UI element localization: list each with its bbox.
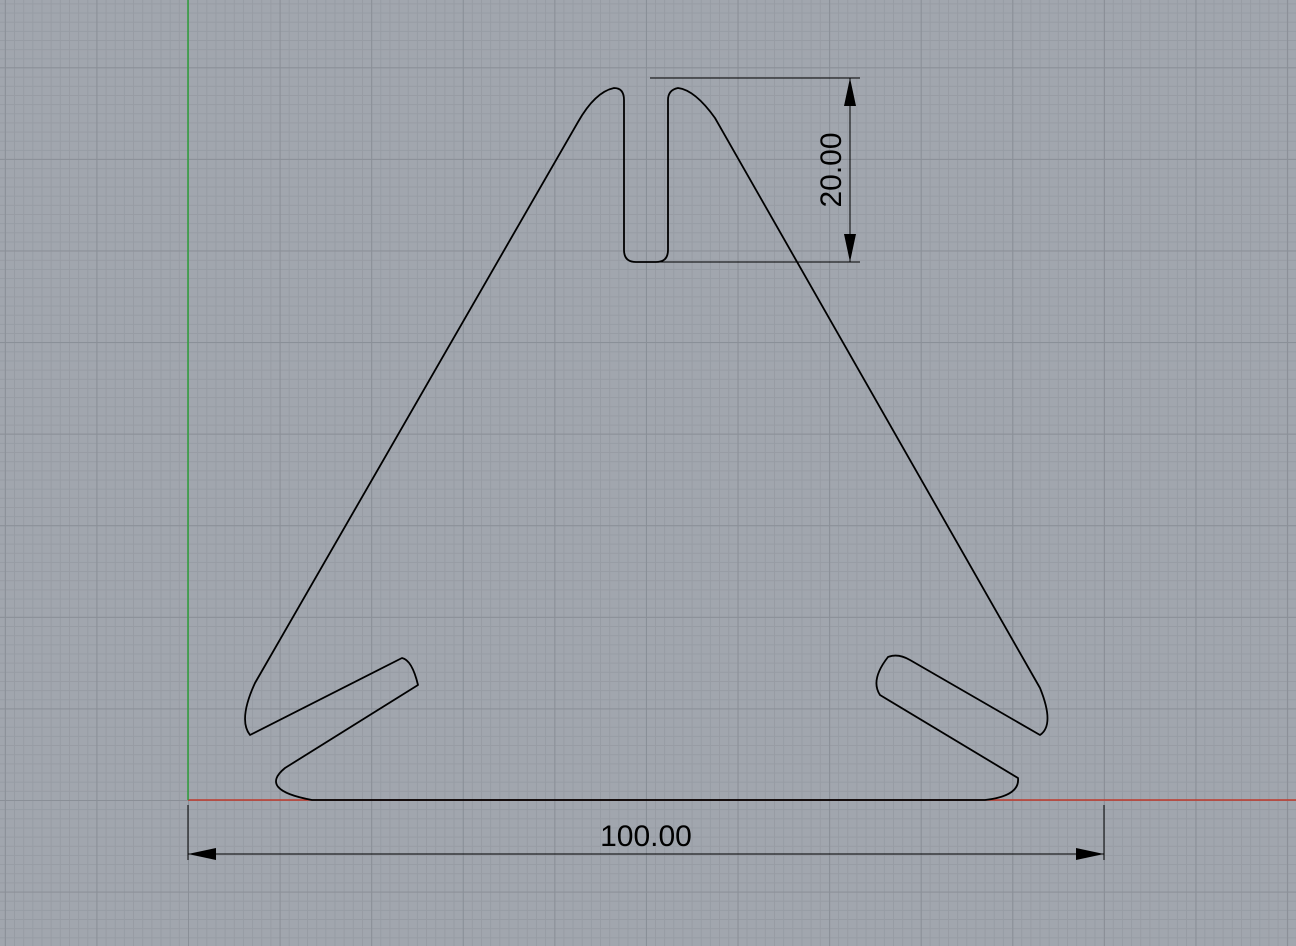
- dimension-arrow-left: [188, 848, 216, 860]
- triangle-part-outline[interactable]: [244, 87, 1049, 801]
- slot-depth-dimension[interactable]: 20.00: [650, 77, 860, 263]
- dimension-arrow-top: [844, 78, 856, 106]
- width-dimension-label: 100.00: [600, 820, 692, 853]
- dimension-arrow-bottom: [844, 234, 856, 262]
- slot-depth-dimension-label: 20.00: [815, 132, 848, 207]
- dimension-arrow-right: [1076, 848, 1104, 860]
- width-dimension[interactable]: 100.00: [187, 805, 1105, 860]
